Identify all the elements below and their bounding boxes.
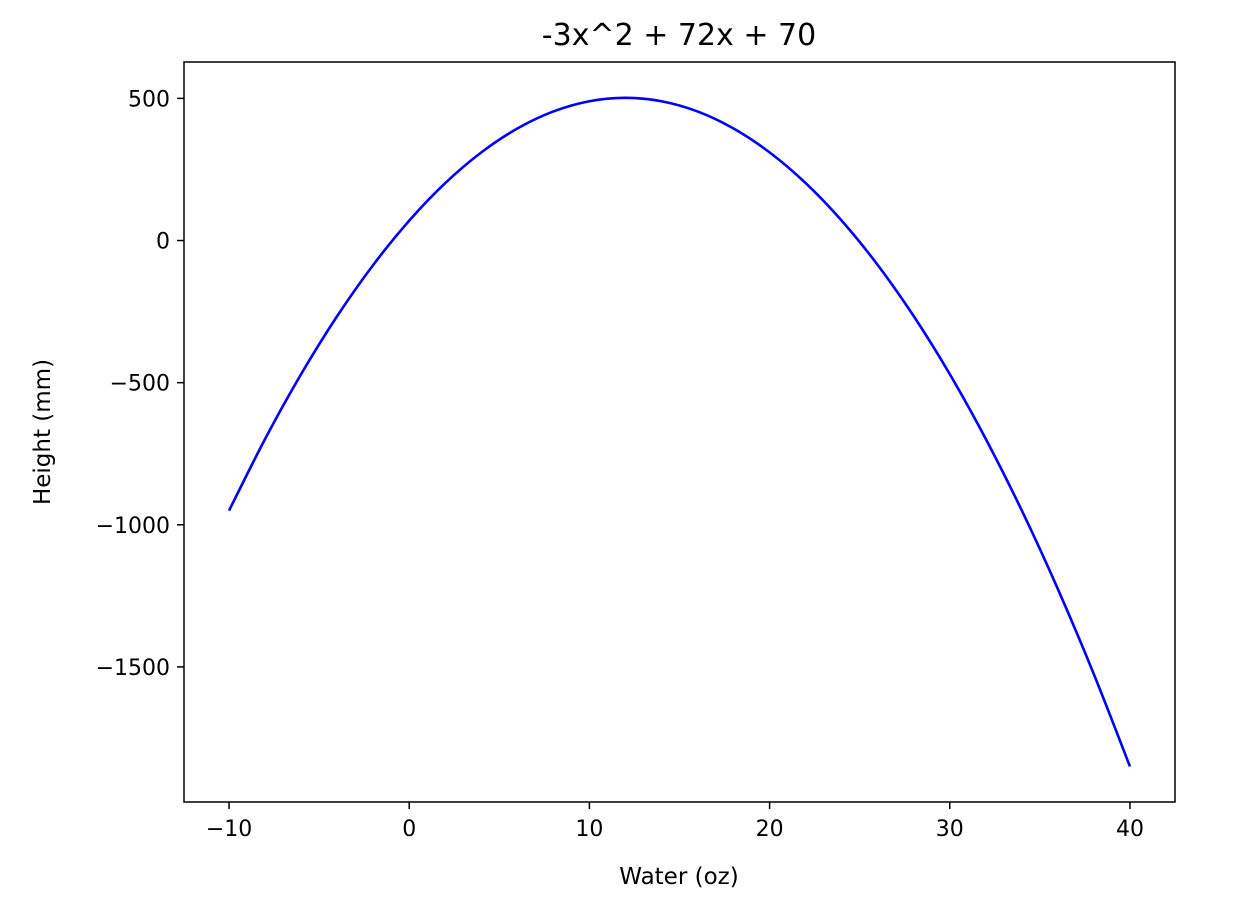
x-axis-label: Water (oz) bbox=[619, 864, 738, 890]
plot-area bbox=[183, 61, 1176, 803]
chart-title: -3x^2 + 72x + 70 bbox=[542, 18, 816, 53]
x-axis: −10 0 10 20 30 40 bbox=[206, 802, 1144, 842]
series-line bbox=[227, 96, 1132, 767]
x-tick-label: 40 bbox=[1116, 817, 1144, 842]
x-tick-label: 10 bbox=[575, 817, 603, 842]
x-tick-label: 20 bbox=[756, 817, 784, 842]
y-tick-label: 0 bbox=[156, 230, 170, 255]
series-layer bbox=[227, 96, 1132, 767]
x-tick-label: −10 bbox=[206, 817, 252, 842]
x-tick-label: 0 bbox=[402, 817, 416, 842]
y-tick-label: −1000 bbox=[96, 514, 170, 539]
y-tick-label: −500 bbox=[110, 372, 170, 397]
plot-frame bbox=[183, 61, 1176, 803]
y-axis-label: Height (mm) bbox=[30, 359, 56, 505]
x-tick-label: 30 bbox=[936, 817, 964, 842]
y-tick-label: 500 bbox=[128, 87, 170, 112]
y-tick-label: −1500 bbox=[96, 656, 170, 681]
y-axis: 500 0 −500 −1000 −1500 bbox=[96, 87, 184, 681]
